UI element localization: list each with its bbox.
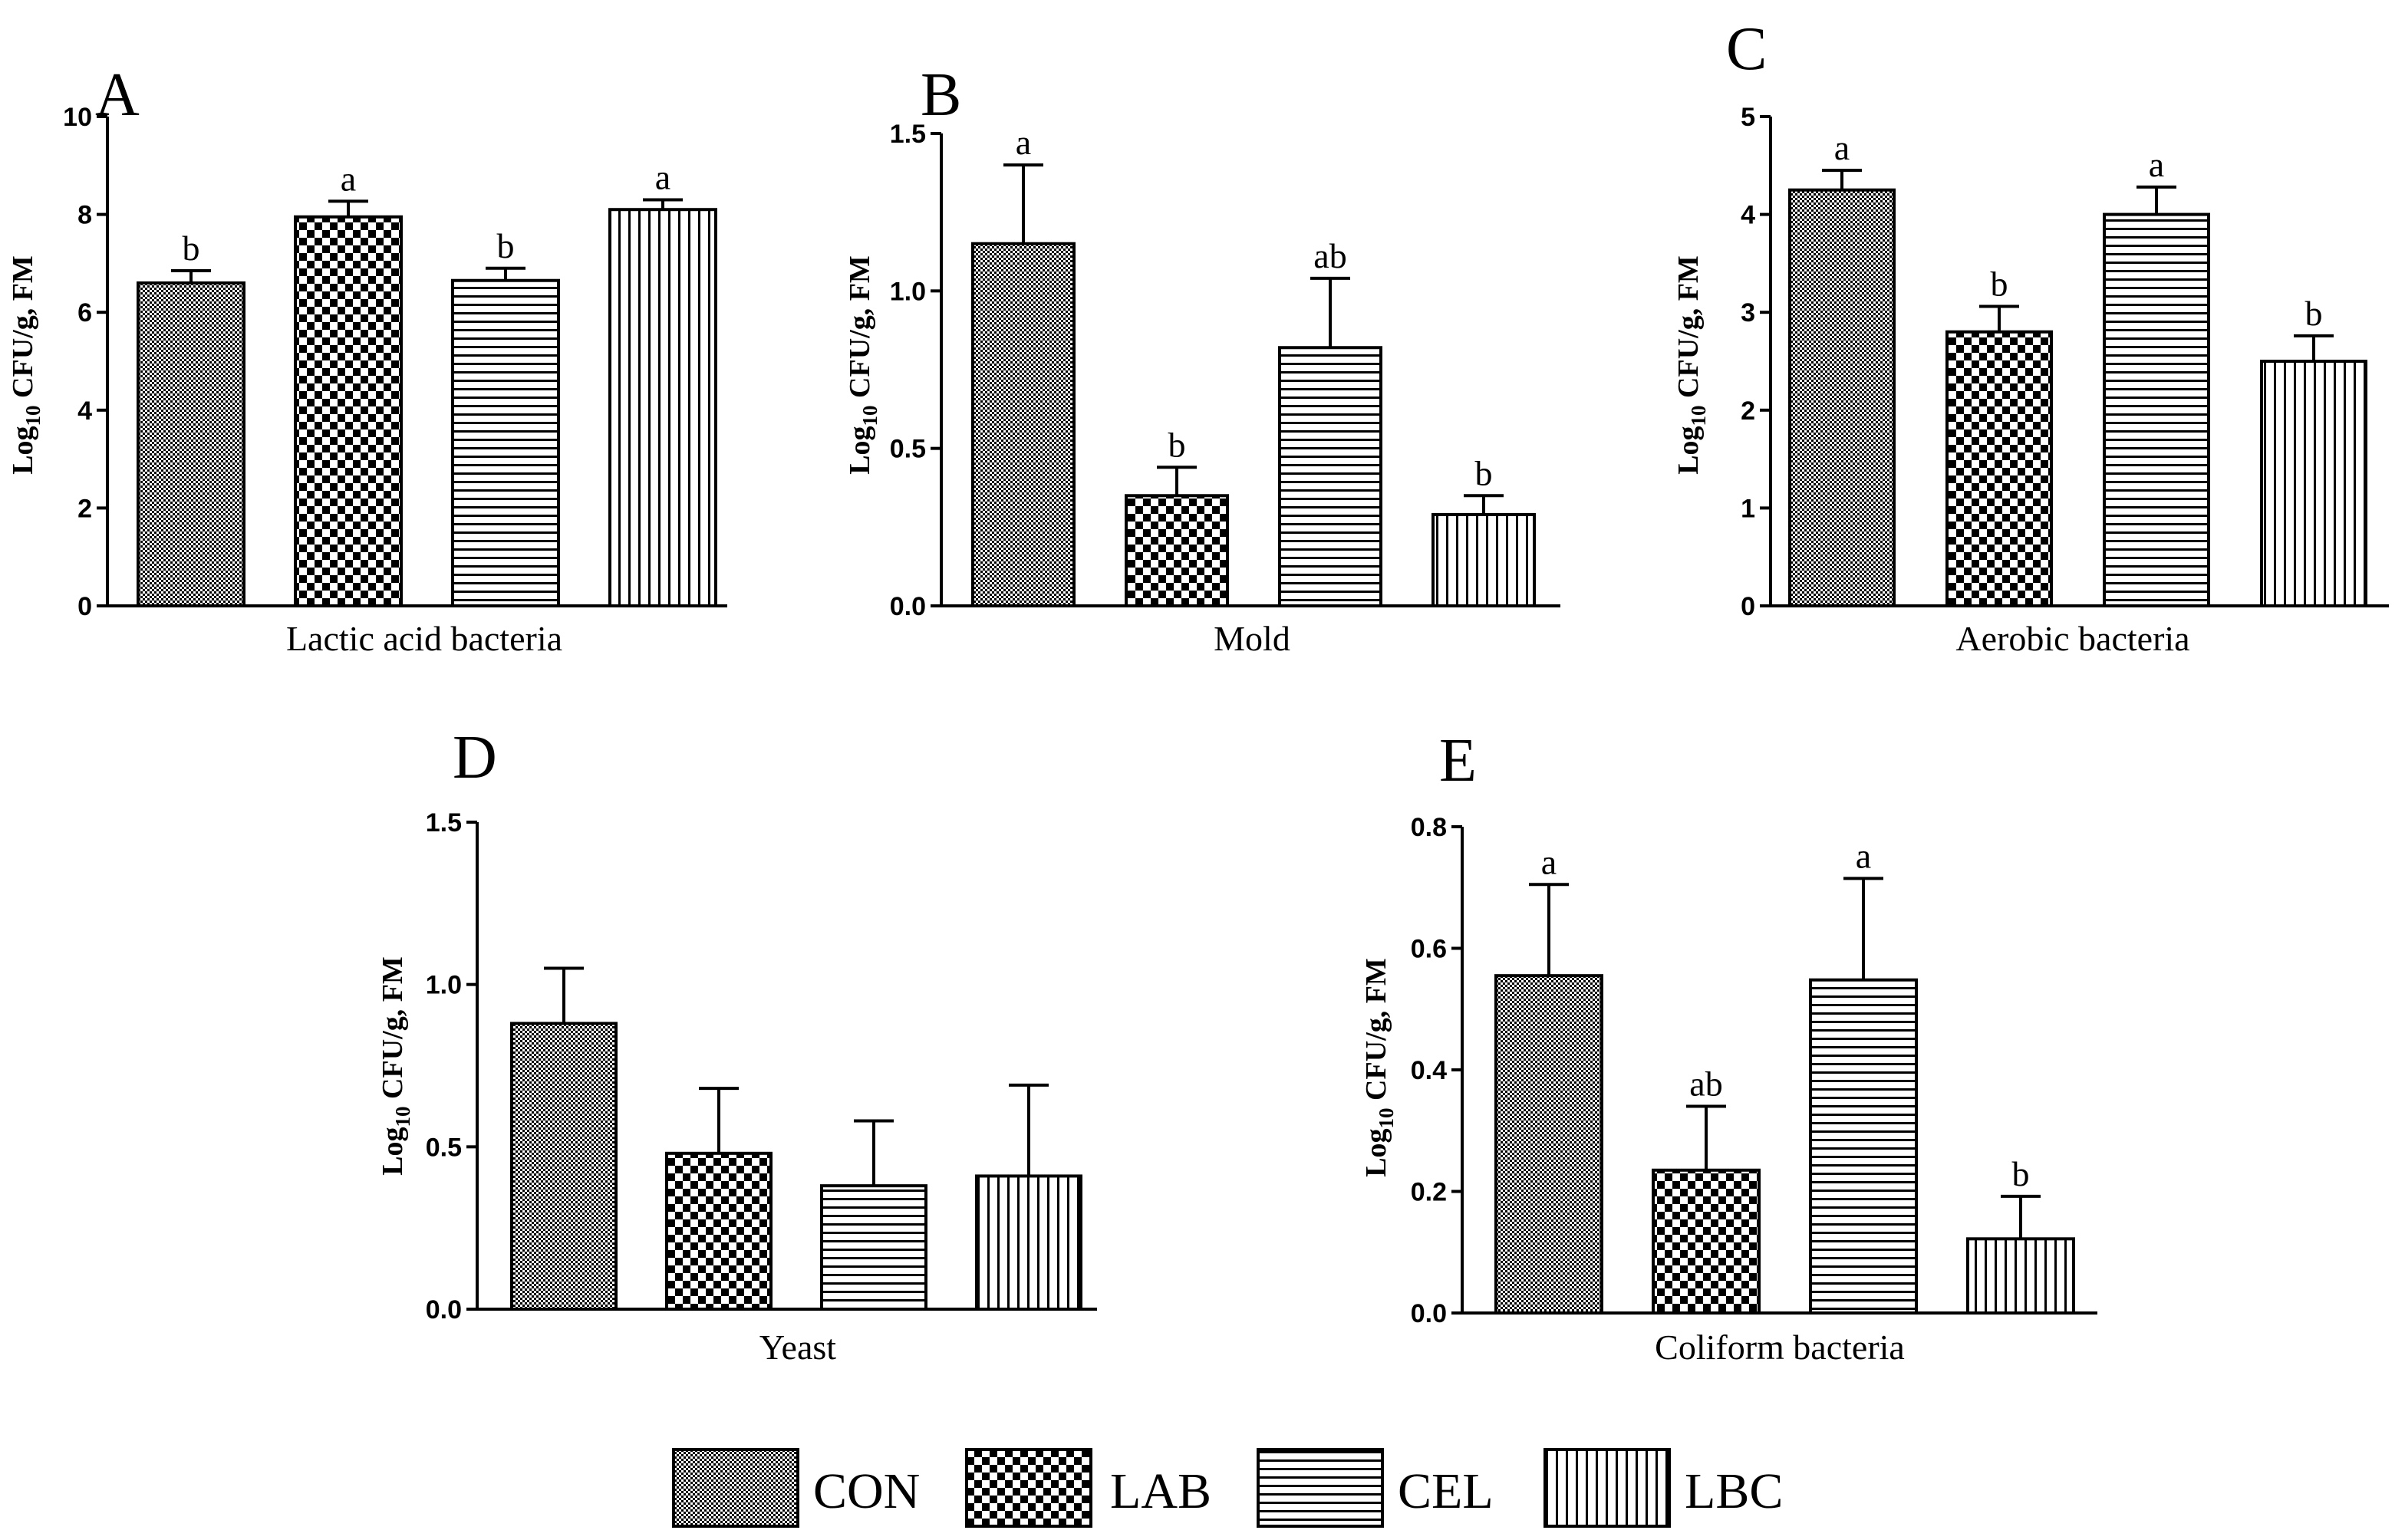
y-axis-label-d: Log10 CFU/g, FM: [377, 956, 414, 1176]
legend-item-lbc: LBC: [1543, 1448, 1783, 1528]
legend-label-con: CON: [813, 1463, 920, 1519]
y-axis-label-c: Log10 CFU/g, FM: [1672, 255, 1710, 475]
bar-c-lab: [1945, 330, 2053, 607]
significance-label-b-cel: ab: [1313, 236, 1346, 275]
x-axis-label-d: Yeast: [759, 1328, 836, 1367]
y-tick-label-a: 4: [77, 397, 92, 426]
bar-a-con: [137, 281, 245, 607]
panel-letter-b: B: [921, 61, 961, 129]
legend-label-lbc: LBC: [1685, 1463, 1783, 1519]
bar-e-lab: [1652, 1168, 1761, 1315]
y-tick-label-c: 2: [1741, 397, 1755, 426]
significance-label-a-cel: b: [497, 226, 515, 265]
y-tick-label-c: 4: [1741, 201, 1755, 230]
bar-c-lbc: [2260, 360, 2367, 607]
legend-swatch-lbc: [1543, 1448, 1671, 1528]
y-tick-label-e: 0.4: [1411, 1056, 1447, 1085]
legend-label-lab: LAB: [1110, 1463, 1211, 1519]
y-axis-label-e: Log10 CFU/g, FM: [1360, 958, 1398, 1177]
legend-item-con: CON: [672, 1448, 920, 1528]
y-tick-label-e: 0.8: [1411, 813, 1447, 842]
significance-label-e-lbc: b: [2012, 1154, 2030, 1193]
significance-label-c-cel: a: [2149, 145, 2164, 184]
bar-b-cel: [1278, 346, 1382, 607]
panel-c: C 0 1 2 3 4 5 Log10 CFU/g, FM Aerobic bacteria a b…: [1672, 15, 2389, 658]
bar-d-lab: [665, 1151, 773, 1311]
y-tick-label-a: 6: [77, 298, 92, 327]
y-tick-label-d: 1.0: [426, 971, 462, 1000]
bar-e-lbc: [1966, 1237, 2075, 1315]
bar-d-lbc: [975, 1174, 1082, 1311]
bar-b-lbc: [1431, 512, 1536, 608]
legend: CON LAB CEL LBC: [672, 1448, 1783, 1528]
y-tick-label-e: 0.0: [1411, 1299, 1447, 1328]
bar-d-cel: [820, 1184, 927, 1311]
y-axis-label-a: Log10 CFU/g, FM: [7, 255, 44, 475]
x-axis-label-b: Mold: [1214, 619, 1290, 658]
bar-c-cel: [2103, 212, 2210, 607]
y-tick-label-b: 0.0: [890, 592, 926, 621]
y-axis-label-b: Log10 CFU/g, FM: [844, 255, 881, 475]
significance-label-a-lab: a: [341, 159, 356, 198]
significance-label-b-con: a: [1016, 123, 1031, 162]
y-tick-label-e: 0.6: [1411, 935, 1447, 964]
panel-letter-e: E: [1439, 727, 1477, 795]
significance-label-c-lab: b: [1991, 265, 2008, 304]
y-tick-label-c: 0: [1741, 592, 1755, 621]
panel-letter-a: A: [95, 61, 140, 129]
y-tick-label-d: 0.0: [426, 1295, 462, 1324]
y-tick-label-a: 2: [77, 494, 92, 523]
y-tick-label-b: 1.5: [890, 120, 926, 149]
y-tick-label-c: 3: [1741, 298, 1755, 327]
panel-letter-d: D: [453, 724, 497, 791]
legend-swatch-cel: [1257, 1448, 1384, 1528]
y-tick-label-c: 5: [1741, 103, 1755, 132]
panel-letter-c: C: [1726, 15, 1767, 83]
legend-swatch-lab: [965, 1448, 1092, 1528]
x-axis-label-a: Lactic acid bacteria: [286, 619, 562, 658]
significance-label-b-lbc: b: [1475, 453, 1493, 492]
y-tick-label-a: 0: [77, 592, 92, 621]
panel-e: E 0.0 0.2 0.4 0.6 0.8 Log10 CFU/g, FM Coliform …: [1360, 727, 2097, 1367]
significance-label-e-lab: ab: [1689, 1065, 1722, 1104]
legend-item-lab: LAB: [965, 1448, 1211, 1528]
bar-a-lbc: [608, 208, 717, 608]
bar-c-con: [1788, 188, 1896, 607]
significance-label-e-cel: a: [1856, 836, 1871, 875]
legend-item-cel: CEL: [1257, 1448, 1494, 1528]
bar-a-cel: [451, 278, 560, 607]
significance-label-b-lab: b: [1168, 425, 1186, 464]
significance-label-c-lbc: b: [2305, 294, 2323, 333]
bar-e-con: [1494, 974, 1603, 1315]
significance-label-a-con: b: [183, 229, 200, 268]
bar-b-lab: [1125, 494, 1229, 607]
panel-a: A 0 2 4 6 8 10 Log10 CFU/g, FM Lactic acid bacte…: [7, 61, 727, 658]
bar-e-cel: [1809, 978, 1918, 1315]
y-tick-label-c: 1: [1741, 494, 1755, 523]
legend-label-cel: CEL: [1398, 1463, 1494, 1519]
y-tick-label-a: 8: [77, 201, 92, 230]
bar-b-con: [971, 242, 1076, 607]
y-tick-label-b: 0.5: [890, 435, 926, 464]
bar-a-lab: [294, 215, 403, 607]
significance-label-a-lbc: a: [655, 157, 670, 196]
y-tick-label-d: 1.5: [426, 808, 462, 837]
y-tick-label-e: 0.2: [1411, 1178, 1447, 1207]
bar-d-con: [510, 1022, 618, 1311]
x-axis-label-e: Coliform bacteria: [1655, 1328, 1905, 1367]
significance-label-c-con: a: [1834, 128, 1850, 167]
significance-label-e-con: a: [1541, 842, 1557, 881]
x-axis-label-c: Aerobic bacteria: [1955, 619, 2189, 658]
y-tick-label-a: 10: [63, 103, 92, 132]
y-tick-label-d: 0.5: [426, 1133, 462, 1162]
panel-d: D 0.0 0.5 1.0 1.5 Log10 CFU/g, FM Yeast: [377, 724, 1097, 1367]
y-tick-label-b: 1.0: [890, 277, 926, 306]
legend-swatch-con: [672, 1448, 799, 1528]
